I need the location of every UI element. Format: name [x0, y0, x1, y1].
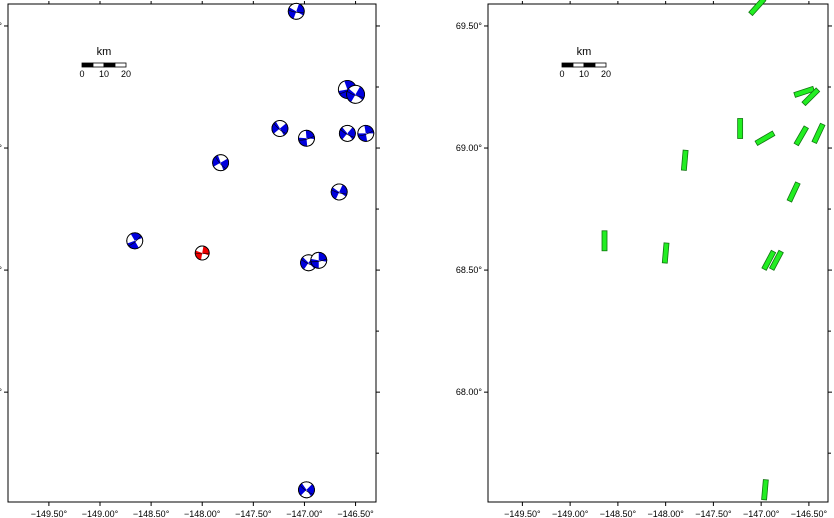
fault-plane-fault-10	[601, 230, 608, 252]
fault-plane-fault-12	[761, 249, 777, 271]
fault-plane-fault-5	[754, 130, 776, 146]
beachball-event-8	[212, 154, 230, 172]
fault-plane-fault-8	[680, 149, 689, 171]
right-scale-label: 0	[559, 69, 564, 79]
right-scale-unit: km	[577, 46, 592, 58]
fault-plane-fault-1	[748, 0, 767, 17]
fault-plane-map-panel: −149.50° −149.00° −148.50° −148.00° −147.50°…	[456, 0, 832, 518]
fault-plane-fault-6	[793, 125, 809, 147]
left-scale-segment	[92, 62, 105, 68]
fault-plane-fault-13	[768, 249, 784, 271]
fault-plane-fault-14	[761, 479, 769, 501]
fault-plane-fault-2	[793, 85, 815, 98]
left-lon-tick-label: −148.00°	[184, 509, 221, 518]
right-map-frame	[487, 3, 829, 503]
beachball-event-1	[287, 2, 305, 20]
left-scale-label: 20	[121, 69, 131, 79]
right-lon-tick-label: −148.00°	[647, 509, 684, 518]
left-scale-label: 0	[79, 69, 84, 79]
beachball-event-14	[298, 481, 315, 499]
left-lat-tick-label: 69.50°	[0, 21, 2, 31]
right-lat-tick-label: 69.50°	[456, 21, 483, 31]
fault-plane-fault-3	[801, 87, 821, 107]
right-scale-segment	[561, 62, 574, 68]
right-lon-tick-label: −149.50°	[504, 509, 541, 518]
left-map-frame	[7, 3, 377, 503]
right-lon-tick-label: −148.50°	[600, 509, 637, 518]
right-lat-tick-label: 69.00°	[456, 143, 483, 153]
beachball-event-11	[194, 245, 210, 261]
beachball-event-4	[271, 120, 289, 137]
fault-plane-fault-4	[737, 118, 744, 139]
left-lat-tick-label: 68.00°	[0, 387, 2, 397]
left-scale-unit: km	[97, 46, 112, 58]
left-scale-segment	[103, 62, 116, 68]
right-lat-tick-label: 68.50°	[456, 265, 483, 275]
right-lon-tick-label: −146.50°	[791, 509, 828, 518]
left-lon-tick-label: −149.50°	[31, 509, 68, 518]
beachball-event-6	[338, 124, 356, 142]
fault-plane-fault-9	[786, 181, 801, 203]
left-scale-label: 10	[99, 69, 109, 79]
right-scale-segment	[583, 62, 596, 68]
left-lon-tick-label: −146.50°	[337, 509, 374, 518]
right-scale-label: 10	[579, 69, 589, 79]
right-scale-segment	[572, 62, 585, 68]
focal-mechanism-map-panel: −149.50° −149.00° −148.50° −148.00° −147.50°…	[0, 1, 380, 518]
left-scale-segment	[81, 62, 94, 68]
left-lon-tick-label: −147.50°	[235, 509, 272, 518]
left-lat-tick-label: 69.00°	[0, 143, 2, 153]
right-lat-tick-label: 68.00°	[456, 387, 483, 397]
right-lon-tick-label: −147.50°	[695, 509, 732, 518]
left-lon-tick-label: −147.00°	[286, 509, 323, 518]
beachball-event-3	[346, 84, 366, 104]
right-lon-tick-label: −149.00°	[552, 509, 589, 518]
beachball-event-9	[330, 183, 348, 201]
beachball-event-13	[310, 251, 328, 269]
left-scale-segment	[114, 62, 127, 68]
fault-plane-fault-11	[661, 242, 670, 264]
left-lon-tick-label: −148.50°	[133, 509, 170, 518]
beachball-event-5	[298, 129, 315, 147]
right-scale-segment	[594, 62, 607, 68]
right-lon-tick-label: −147.00°	[743, 509, 780, 518]
beachball-event-7	[357, 124, 375, 142]
fault-plane-fault-7	[811, 122, 826, 145]
left-lon-tick-label: −149.00°	[82, 509, 119, 518]
right-scale-label: 20	[601, 69, 611, 79]
beachball-event-10	[126, 232, 144, 250]
left-lat-tick-label: 68.50°	[0, 265, 2, 275]
